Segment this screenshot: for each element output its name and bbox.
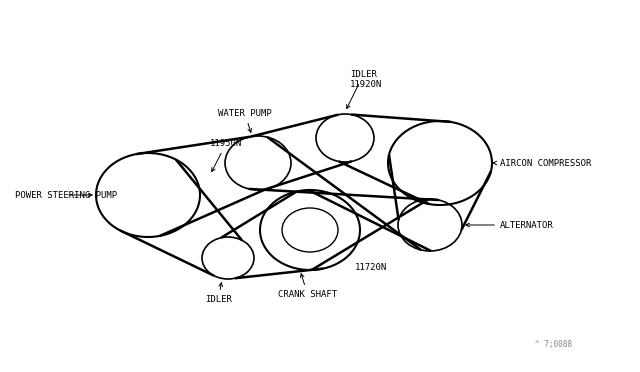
Text: 11720N: 11720N: [355, 263, 387, 273]
Text: WATER PUMP: WATER PUMP: [218, 109, 272, 132]
Text: 11920N: 11920N: [350, 80, 382, 89]
Text: CRANK SHAFT: CRANK SHAFT: [278, 274, 337, 299]
Text: AIRCON COMPRESSOR: AIRCON COMPRESSOR: [493, 158, 591, 167]
Text: POWER STEERING PUMP: POWER STEERING PUMP: [15, 190, 117, 199]
Text: IDLER: IDLER: [205, 283, 232, 304]
Text: 11950N: 11950N: [210, 139, 243, 171]
Text: ALTERNATOR: ALTERNATOR: [466, 221, 554, 230]
Text: ^ 7;0088: ^ 7;0088: [535, 340, 572, 350]
Text: IDLER: IDLER: [347, 70, 377, 109]
